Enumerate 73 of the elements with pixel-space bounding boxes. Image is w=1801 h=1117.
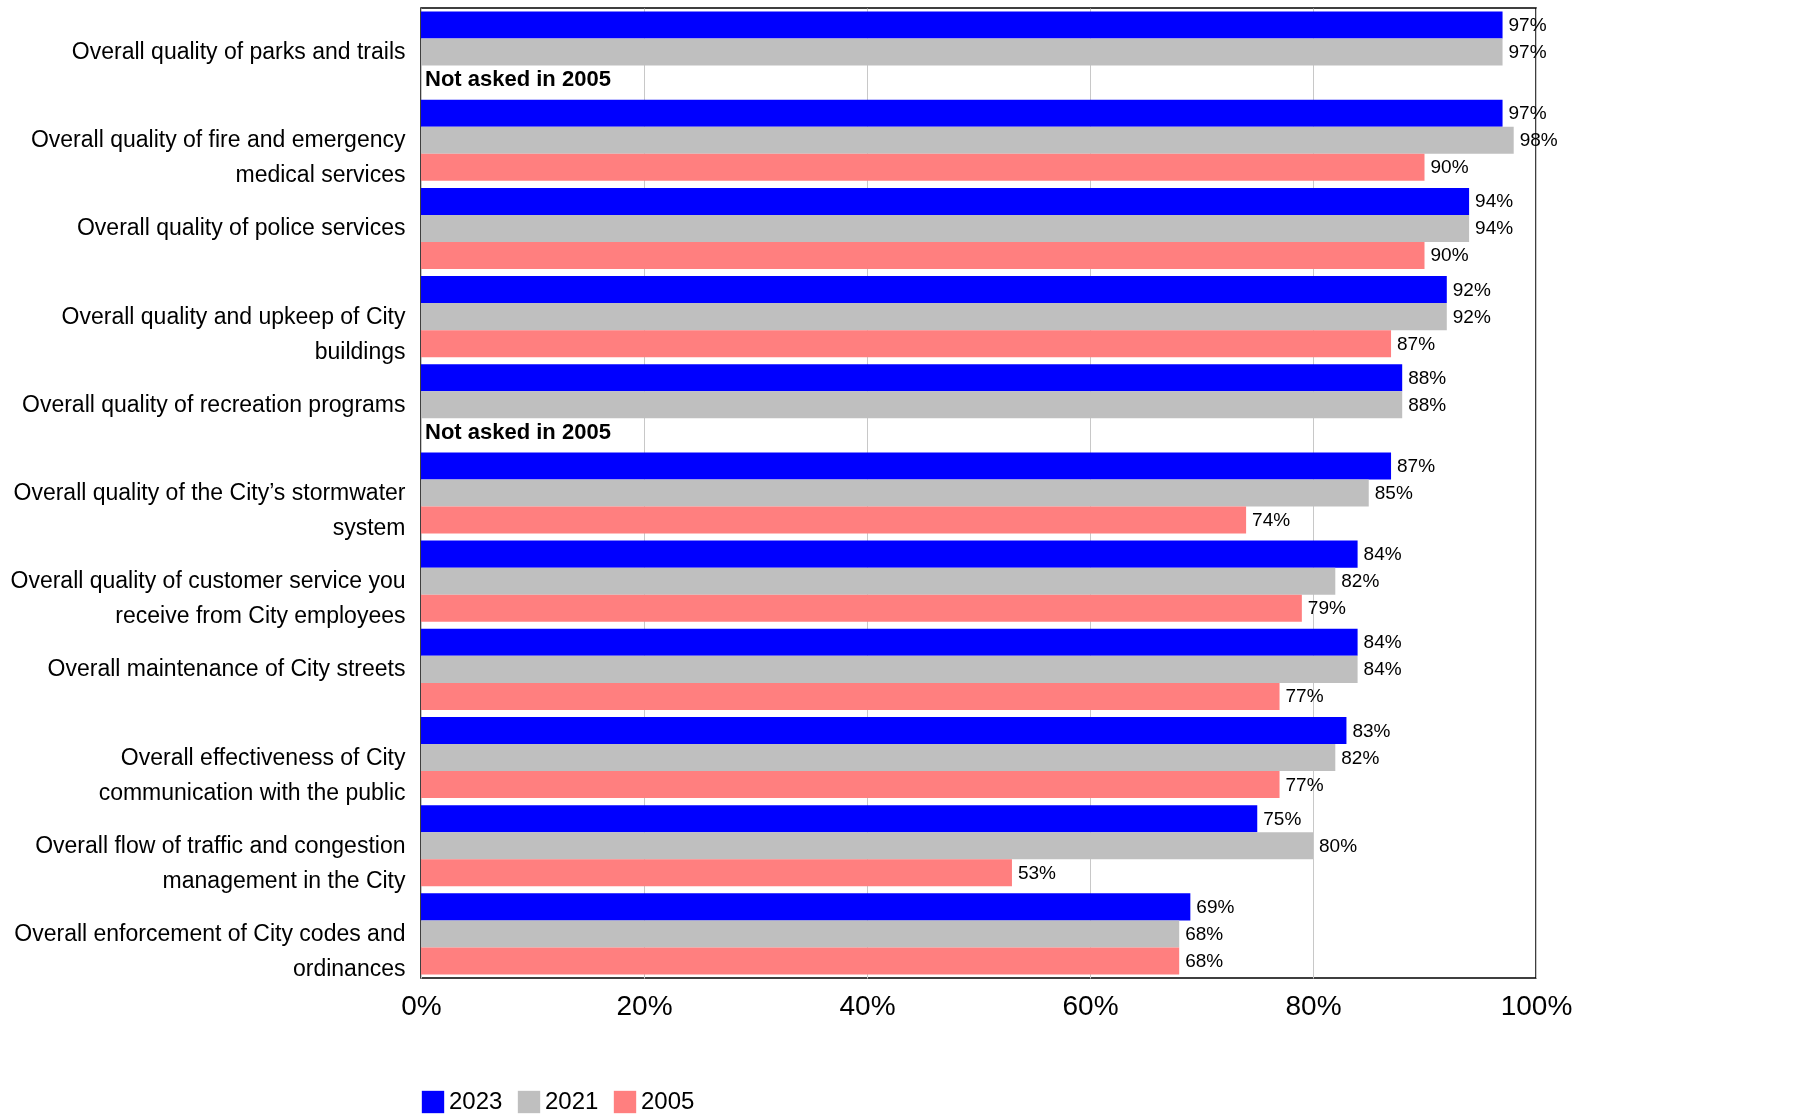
y-tick-label: Overall enforcement of City codes and ordinances (14, 919, 406, 981)
bar (421, 99, 1503, 127)
x-tick-label: 60% (1062, 989, 1119, 1021)
y-tick-label: Overall flow of traffic and congestion management in the City (35, 831, 406, 893)
data-label: 83% (1352, 719, 1391, 741)
y-tick-label: Overall maintenance of City streets (47, 655, 406, 682)
data-label: 79% (1307, 597, 1346, 619)
x-tick-label: 40% (839, 989, 896, 1021)
bar (421, 594, 1302, 622)
data-label: 74% (1252, 509, 1291, 531)
bar (421, 153, 1425, 181)
y-tick-label: Overall effectiveness of City communication with the public (98, 743, 406, 805)
data-label: 88% (1408, 366, 1447, 388)
data-label: 92% (1452, 278, 1491, 300)
data-label: 69% (1196, 895, 1235, 917)
data-label: 53% (1017, 861, 1057, 883)
bar (421, 859, 1012, 887)
data-label: 87% (1397, 454, 1436, 476)
data-label: 94% (1475, 217, 1514, 239)
data-label: 75% (1263, 807, 1302, 829)
legend-label: 2005 (641, 1087, 695, 1114)
x-tick-label: 20% (616, 989, 673, 1021)
bar (421, 805, 1258, 833)
data-label: 94% (1475, 190, 1514, 212)
x-tick-label: 100% (1500, 989, 1573, 1021)
bar (421, 628, 1358, 656)
y-tick-label: Overall quality of fire and emergency medical services (30, 126, 406, 188)
bar (421, 506, 1247, 534)
y-tick-label: Overall quality and upkeep of City buildings (61, 302, 406, 364)
y-tick-label: Overall quality of parks and trails (71, 38, 406, 65)
bar (421, 214, 1470, 242)
data-label: 84% (1363, 543, 1402, 565)
bar (421, 126, 1514, 154)
data-label: 84% (1363, 658, 1402, 680)
bar (421, 241, 1425, 270)
data-label: 82% (1341, 570, 1380, 592)
data-label: 87% (1397, 332, 1436, 354)
bar (421, 771, 1280, 799)
legend-label: 2023 (449, 1087, 503, 1114)
bar (421, 364, 1403, 392)
y-tick-label: Overall quality of the City’s stormwater system (13, 479, 406, 540)
y-tick-label: Overall quality of customer service you receive from City employees (10, 567, 406, 629)
x-tick-label: 80% (1285, 989, 1342, 1021)
annotation: Not asked in 2005 (425, 66, 611, 92)
bar (421, 893, 1191, 921)
data-label: 82% (1341, 746, 1380, 768)
bar (421, 540, 1358, 568)
y-tick-label: Overall quality of recreation programs (22, 390, 406, 417)
data-label: 90% (1430, 156, 1469, 178)
data-label: 84% (1363, 631, 1402, 653)
bar (421, 452, 1392, 480)
data-label: 85% (1374, 482, 1413, 503)
legend-label: 2021 (545, 1087, 599, 1114)
bar (421, 276, 1447, 304)
data-label: 90% (1430, 244, 1469, 266)
data-label: 88% (1408, 393, 1447, 415)
data-label: 77% (1285, 773, 1324, 795)
data-label: 68% (1185, 922, 1224, 944)
bar (421, 947, 1180, 975)
data-label: 68% (1185, 949, 1224, 971)
data-label: 92% (1452, 305, 1491, 327)
bar (421, 682, 1280, 710)
x-tick-label: 0% (401, 989, 442, 1021)
y-tick-label: Overall quality of police services (76, 214, 406, 241)
data-label: 80% (1319, 834, 1358, 856)
annotation: Not asked in 2005 (425, 418, 611, 444)
bar (421, 303, 1447, 331)
bar (421, 716, 1347, 745)
data-label: 77% (1285, 685, 1324, 707)
bar (421, 920, 1180, 948)
bar (421, 11, 1503, 39)
bar (421, 187, 1470, 215)
bar (421, 330, 1392, 358)
